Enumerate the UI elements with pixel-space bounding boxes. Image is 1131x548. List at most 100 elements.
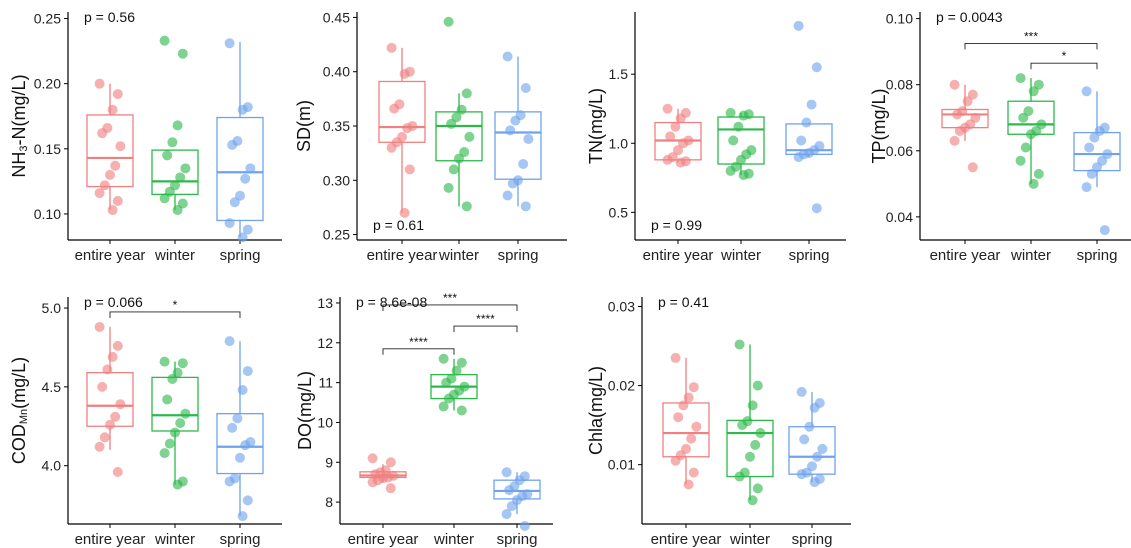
box-entire-year (86, 321, 134, 477)
data-point (170, 427, 180, 438)
x-tick-label: spring (220, 247, 261, 264)
data-point (105, 169, 115, 180)
data-point (736, 154, 746, 165)
panel-5: 4.0 4.5 5.0 CODMn(mg/L) entire year winter spr… (9, 294, 282, 548)
data-point (725, 107, 736, 118)
data-point (954, 125, 965, 136)
y-tick-label: 0.25 (323, 227, 350, 243)
box-entire-year (654, 103, 702, 168)
data-point (747, 495, 758, 506)
box-winter (151, 35, 199, 216)
data-point (801, 117, 812, 128)
data-point (949, 79, 960, 90)
data-point (110, 411, 121, 422)
data-point (796, 469, 807, 480)
data-point (1033, 168, 1044, 179)
significance-bracket (109, 311, 241, 318)
y-tick-label: 0.45 (323, 9, 350, 25)
x-tick-label: winter (438, 247, 479, 264)
y-axis-label: DO(mg/L) (295, 371, 315, 450)
data-point (237, 104, 248, 115)
significance-label: **** (476, 312, 495, 326)
box-spring (788, 386, 836, 488)
significance-bracket (453, 325, 518, 333)
data-point (224, 38, 235, 49)
box-spring (493, 467, 541, 531)
data-point (367, 477, 378, 488)
data-point (962, 96, 973, 107)
data-point (367, 453, 378, 464)
data-point (461, 201, 472, 212)
y-axis-label: SD(m) (294, 100, 314, 152)
data-point (115, 141, 126, 152)
data-point (224, 476, 235, 487)
data-point (451, 365, 462, 376)
data-point (94, 78, 105, 89)
data-point (399, 68, 410, 79)
data-point (673, 145, 683, 156)
x-tick-label: spring (498, 247, 539, 264)
data-point (1015, 155, 1026, 166)
data-point (224, 218, 235, 229)
data-point (675, 157, 686, 168)
data-point (97, 128, 108, 139)
data-point (686, 433, 697, 444)
box-body (86, 372, 134, 427)
data-point (229, 197, 240, 208)
y-tick-label: 12 (317, 335, 333, 351)
data-point (385, 483, 396, 494)
data-point (518, 159, 529, 169)
data-point (806, 99, 817, 110)
data-point (107, 104, 118, 115)
data-point (110, 160, 121, 171)
box-spring (785, 20, 833, 214)
x-tick-label: entire year (930, 247, 1001, 264)
data-point (402, 123, 413, 134)
data-point (102, 364, 113, 375)
data-point (456, 357, 467, 368)
data-point (94, 188, 105, 199)
y-tick-label: 0.01 (608, 457, 635, 473)
data-point (112, 89, 123, 100)
y-axis-label: Chla(mg/L) (586, 366, 606, 455)
data-point (94, 321, 105, 332)
data-point (97, 381, 108, 392)
data-point (755, 428, 766, 439)
data-point (725, 165, 736, 176)
y-tick-label: 0.15 (34, 141, 61, 157)
data-point (793, 152, 804, 163)
p-value-label: p = 0.066 (84, 294, 143, 310)
x-tick-label: entire year (651, 531, 722, 548)
p-value-label: p = 0.99 (651, 217, 702, 233)
significance-label: * (173, 298, 178, 312)
y-tick-label: 9 (325, 454, 333, 470)
box-body (151, 376, 199, 432)
significance-bracket (964, 42, 1098, 50)
y-tick-label: 13 (317, 295, 333, 311)
y-tick-label: 4.5 (42, 379, 62, 395)
data-point (952, 109, 963, 120)
data-point (448, 164, 459, 175)
y-tick-label: 0.08 (886, 77, 913, 93)
data-point (688, 382, 699, 393)
data-point (389, 103, 400, 114)
y-tick-label: 11 (318, 375, 333, 391)
x-tick-label: entire year (348, 531, 419, 548)
data-point (237, 232, 248, 243)
data-point (242, 224, 253, 235)
data-point (94, 441, 105, 452)
data-point (728, 135, 739, 146)
data-point (443, 393, 454, 404)
y-tick-label: 4.0 (42, 458, 62, 474)
y-tick-label: 0.30 (323, 172, 350, 188)
data-point (443, 182, 454, 193)
box-entire-year (662, 352, 710, 490)
x-tick-label: winter (433, 531, 474, 548)
data-point (502, 190, 513, 201)
data-point (793, 20, 804, 31)
significance-bracket (1030, 62, 1098, 70)
data-point (1028, 178, 1039, 189)
y-axis-label: CODMn(mg/L) (9, 357, 30, 464)
data-point (159, 356, 170, 367)
x-tick-label: spring (497, 531, 538, 548)
